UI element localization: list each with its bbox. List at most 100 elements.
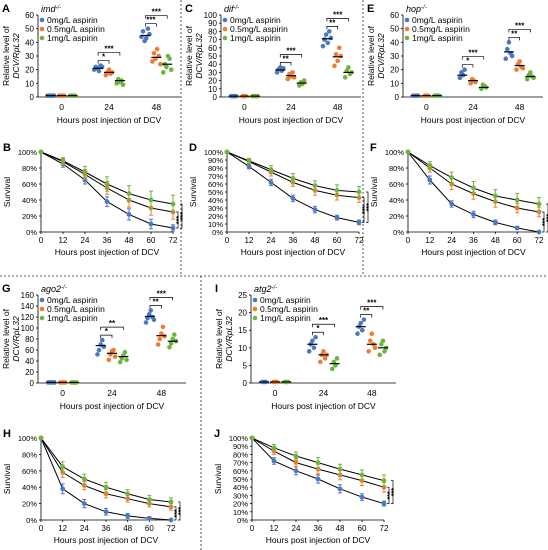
data-point: [99, 337, 105, 343]
panel-letter: H: [3, 428, 11, 440]
data-point: [505, 46, 510, 52]
legend-label: 0mg/L aspirin: [230, 15, 281, 25]
y-tick-label: 5: [243, 361, 248, 370]
data-point: [360, 327, 365, 333]
data-point: [380, 338, 386, 344]
significance-label: ***: [362, 206, 369, 214]
legend-label: 1mg/L aspirin: [412, 33, 463, 43]
y-tick-label: 60%: [22, 467, 37, 476]
x-axis-label: Hours post injection of DCV: [421, 115, 526, 125]
data-point: [293, 460, 299, 465]
data-point: [148, 221, 154, 227]
y-tick-label: 10: [25, 79, 34, 88]
data-point: [320, 43, 326, 49]
y-tick-label: 70%: [208, 172, 223, 181]
significance-label: **: [329, 18, 336, 27]
data-point: [333, 363, 338, 368]
data-point: [81, 476, 87, 482]
data-point: [124, 357, 129, 363]
significance-label: ***: [387, 491, 394, 499]
data-point: [377, 352, 383, 358]
y-tick-label: 40: [25, 38, 34, 47]
significance-label: **: [363, 307, 370, 316]
significance-bracket: [366, 191, 369, 223]
y-tick-label: 100: [204, 11, 218, 20]
y-tick-label: 80: [25, 335, 34, 344]
panel-letter: B: [3, 142, 11, 154]
data-point: [322, 37, 327, 42]
x-tick-label: 24: [319, 388, 329, 398]
legend-marker: [252, 297, 258, 303]
data-point: [503, 56, 509, 62]
data-point: [167, 344, 172, 350]
y-axis-label: Relative level ofDCV/RpL32: [214, 308, 234, 369]
y-tick-label: 60: [208, 44, 217, 53]
x-axis-label: Hours post injection of DCV: [239, 115, 344, 125]
x-tick-label: 36: [289, 236, 298, 245]
y-tick-label: 90%: [233, 442, 248, 451]
data-point: [367, 338, 373, 344]
y-tick-label: 140: [21, 302, 35, 311]
x-tick-label: 48: [336, 524, 345, 533]
x-tick-label: 0: [406, 236, 411, 245]
significance-bracket: [178, 501, 181, 521]
x-tick-label: 48: [157, 388, 167, 398]
x-tick-label: 48: [123, 524, 132, 533]
x-tick-label: 48: [333, 102, 343, 112]
y-axis-label: Survival: [213, 464, 223, 494]
significance-bracket: [97, 60, 110, 64]
data-point: [120, 82, 126, 87]
y-tick-label: 80: [208, 27, 217, 36]
x-tick-label: 60: [147, 236, 156, 245]
data-point: [170, 336, 175, 342]
data-point: [293, 468, 299, 474]
y-tick-label: 20: [238, 309, 247, 318]
genotype-label: imd-/-: [41, 4, 61, 14]
significance-bracket: [149, 297, 174, 301]
panel-letter: A: [2, 3, 10, 15]
legend-label: 1mg/L aspirin: [230, 33, 281, 43]
data-point: [315, 460, 321, 465]
y-tick-label: 30: [208, 68, 217, 77]
panel-J: J 0%10%20%30%40%50%60%70%80%90%100% 0 12 24 3…: [213, 428, 398, 545]
data-point: [126, 191, 132, 197]
significance-label: ***: [366, 203, 373, 211]
x-tick-label: 12: [245, 236, 254, 245]
significance-label: ***: [157, 289, 167, 298]
panel-B: B 0% 20% 40% 60% 80% 100% 0 12 24 36 48 60 72 Hours po…: [2, 142, 187, 257]
data-point: [514, 197, 520, 203]
data-point: [318, 359, 323, 365]
data-point: [164, 64, 169, 70]
y-tick-label: 15: [238, 326, 247, 335]
legend-label: 0mg/L aspirin: [412, 15, 463, 25]
x-tick-label: 24: [107, 388, 117, 398]
y-tick-label: 10: [208, 85, 217, 94]
data-point: [338, 53, 344, 59]
data-point: [104, 199, 110, 205]
y-tick-label: 40: [390, 38, 399, 47]
legend-label: 0mg/L aspirin: [47, 15, 98, 25]
data-point: [356, 220, 362, 225]
data-point: [146, 515, 152, 521]
x-tick-label: 12: [58, 524, 67, 533]
data-point: [293, 453, 299, 459]
y-tick-label: 10%: [233, 508, 248, 517]
y-tick-label: 90: [208, 19, 217, 28]
data-point: [334, 188, 340, 193]
data-point: [536, 201, 542, 207]
significance-bracket: [145, 23, 157, 27]
significance-label: **: [511, 29, 518, 38]
x-tick-label: 60: [333, 236, 342, 245]
y-tick-label: 0%: [26, 228, 37, 237]
y-tick-label: 10%: [208, 220, 223, 229]
x-tick-label: 0: [250, 524, 255, 533]
y-tick-label: 40: [25, 357, 34, 366]
data-point: [125, 491, 131, 497]
significance-bracket: [360, 314, 373, 318]
y-tick-label: 20: [208, 77, 217, 86]
y-tick-label: 100%: [385, 148, 405, 157]
y-tick-label: 100%: [229, 434, 249, 443]
x-tick-label: 0: [59, 102, 64, 112]
significance-label: ***: [367, 299, 377, 308]
panel-H: H 0% 20% 40% 60% 80% 100% 0 12 24 36 48 60 72 Hours po…: [2, 428, 185, 545]
